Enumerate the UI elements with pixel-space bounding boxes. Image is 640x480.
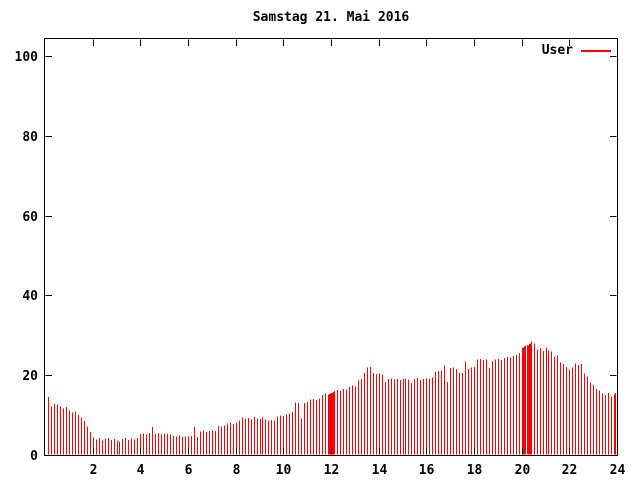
x-tick-label: 14	[372, 463, 388, 478]
legend-user-label: User	[541, 43, 573, 58]
legend: User	[542, 44, 611, 58]
plot-border	[44, 38, 618, 456]
y-tick-label: 80	[22, 130, 38, 145]
y-tick-label: 100	[15, 50, 39, 65]
y-tick-label: 0	[30, 449, 38, 464]
x-tick-label: 2	[90, 463, 98, 478]
x-tick-label: 24	[610, 463, 626, 478]
y-tick-label: 40	[22, 289, 38, 304]
x-tick-label: 6	[185, 463, 193, 478]
x-tick-label: 4	[137, 463, 145, 478]
y-tick-label: 20	[22, 369, 38, 384]
x-tick-label: 20	[515, 463, 531, 478]
x-tick-label: 22	[562, 463, 578, 478]
y-tick-label: 60	[22, 210, 38, 225]
x-tick-label: 16	[419, 463, 435, 478]
x-tick-label: 8	[233, 463, 241, 478]
x-tick-label: 12	[324, 463, 340, 478]
x-tick-label: 10	[276, 463, 292, 478]
legend-user-line-sample	[581, 50, 611, 52]
x-tick-label: 18	[467, 463, 483, 478]
chart-title: Samstag 21. Mai 2016	[252, 10, 410, 25]
